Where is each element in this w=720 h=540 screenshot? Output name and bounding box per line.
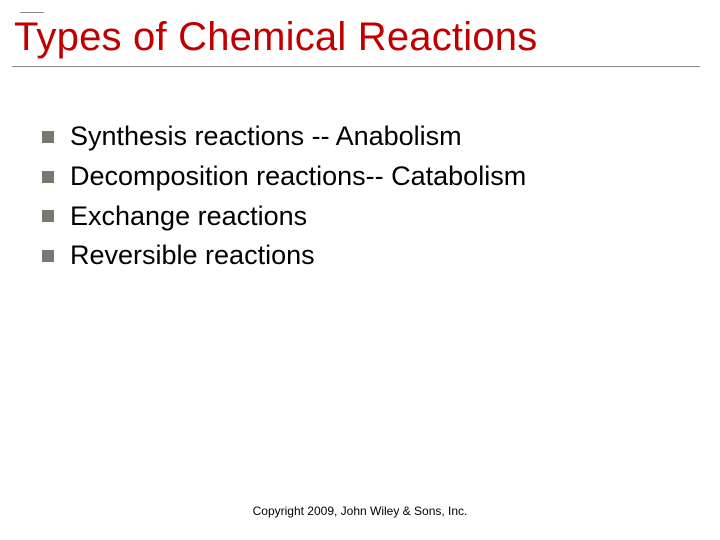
list-item-text: Reversible reactions bbox=[70, 239, 315, 273]
square-bullet-icon bbox=[42, 210, 54, 222]
title-rule-top bbox=[20, 12, 44, 13]
square-bullet-icon bbox=[42, 250, 54, 262]
list-item: Synthesis reactions -- Anabolism bbox=[42, 120, 680, 154]
square-bullet-icon bbox=[42, 131, 54, 143]
list-item: Reversible reactions bbox=[42, 239, 680, 273]
title-block: Types of Chemical Reactions bbox=[12, 12, 700, 67]
square-bullet-icon bbox=[42, 171, 54, 183]
list-item-text: Synthesis reactions -- Anabolism bbox=[70, 120, 462, 154]
list-item: Exchange reactions bbox=[42, 200, 680, 234]
list-item: Decomposition reactions-- Catabolism bbox=[42, 160, 680, 194]
bullet-list: Synthesis reactions -- Anabolism Decompo… bbox=[42, 120, 680, 279]
list-item-text: Decomposition reactions-- Catabolism bbox=[70, 160, 526, 194]
title-rule-bottom bbox=[12, 66, 700, 67]
list-item-text: Exchange reactions bbox=[70, 200, 307, 234]
slide-title: Types of Chemical Reactions bbox=[12, 15, 700, 66]
copyright-footer: Copyright 2009, John Wiley & Sons, Inc. bbox=[0, 504, 720, 518]
